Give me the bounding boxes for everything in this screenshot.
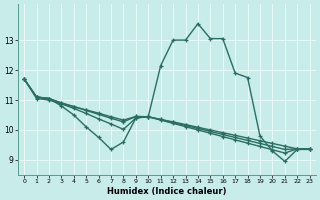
X-axis label: Humidex (Indice chaleur): Humidex (Indice chaleur)	[107, 187, 227, 196]
